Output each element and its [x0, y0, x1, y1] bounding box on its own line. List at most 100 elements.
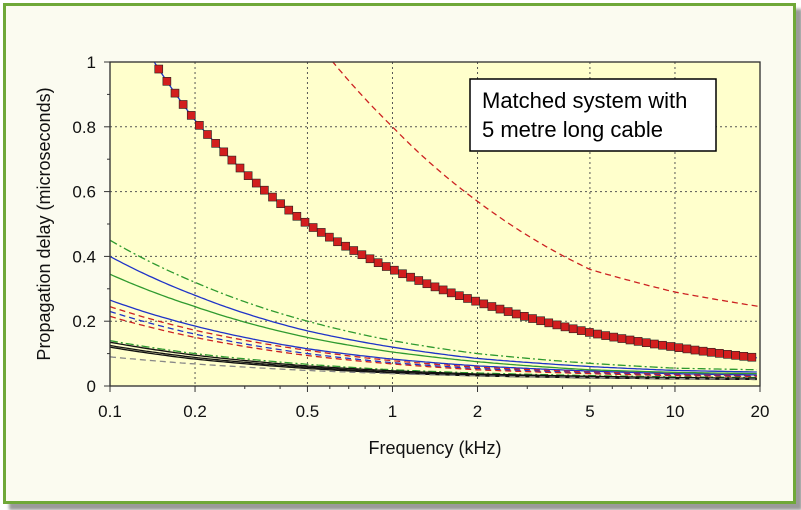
annotation-line-1: Matched system with — [482, 88, 687, 113]
series-line-1 — [332, 62, 758, 307]
data-marker — [276, 199, 285, 209]
data-marker — [731, 351, 740, 360]
data-marker — [325, 232, 334, 242]
data-marker — [658, 340, 667, 350]
data-marker — [479, 299, 489, 309]
data-marker — [690, 345, 700, 355]
data-marker — [568, 324, 578, 334]
data-marker — [520, 312, 529, 321]
x-tick-label: 0.1 — [98, 402, 122, 421]
data-marker — [268, 192, 277, 202]
y-tick-label: 0.6 — [72, 183, 96, 202]
data-marker — [544, 318, 554, 328]
y-axis-label: Propagation delay (microseconds) — [34, 87, 54, 360]
y-tick-label: 0 — [87, 377, 96, 396]
data-marker — [698, 346, 708, 356]
data-marker — [625, 335, 635, 345]
y-tick-label: 1 — [87, 53, 96, 72]
series-group — [110, 62, 758, 381]
data-marker — [227, 155, 237, 165]
data-marker — [235, 163, 245, 173]
data-marker — [333, 237, 342, 247]
series-line-3 — [110, 255, 757, 373]
data-marker — [243, 171, 253, 180]
x-tick-label: 20 — [751, 402, 770, 421]
series-line-4 — [110, 273, 757, 375]
data-marker — [723, 350, 732, 359]
data-marker — [487, 302, 497, 311]
x-tick-label: 10 — [666, 402, 685, 421]
x-tick-label: 0.2 — [183, 402, 207, 421]
data-marker — [601, 331, 610, 340]
data-marker — [414, 276, 424, 285]
data-marker — [739, 352, 749, 361]
data-marker — [406, 272, 415, 282]
data-marker — [162, 77, 172, 86]
data-marker — [511, 309, 521, 319]
marker-group — [154, 64, 757, 362]
y-tick-label: 0.8 — [72, 118, 96, 137]
y-tick-label: 0.2 — [72, 312, 96, 331]
data-marker — [674, 343, 684, 352]
data-marker — [609, 332, 619, 342]
data-marker — [381, 262, 391, 271]
data-marker — [170, 88, 180, 98]
data-marker — [715, 349, 724, 358]
plot-border — [109, 61, 761, 387]
data-marker — [471, 296, 480, 306]
data-marker — [682, 344, 692, 354]
data-marker — [357, 250, 367, 260]
data-marker — [422, 279, 432, 289]
data-marker — [260, 185, 269, 195]
data-marker — [430, 282, 440, 292]
data-marker — [308, 223, 318, 232]
data-marker — [284, 205, 294, 215]
x-axis-label: Frequency (kHz) — [368, 438, 501, 458]
series-line-10 — [110, 341, 757, 379]
data-marker — [536, 316, 545, 326]
series-line-13 — [110, 356, 757, 380]
data-marker — [666, 342, 675, 351]
data-marker — [650, 339, 659, 349]
data-marker — [154, 64, 164, 74]
data-marker — [373, 258, 383, 268]
data-marker — [390, 265, 399, 275]
data-marker — [365, 254, 375, 264]
data-marker — [706, 347, 716, 357]
x-tick-label: 0.5 — [296, 402, 320, 421]
data-marker — [617, 334, 627, 343]
data-marker — [438, 285, 448, 295]
data-marker — [503, 307, 513, 316]
data-marker — [178, 100, 188, 109]
data-marker — [195, 121, 204, 130]
data-marker — [446, 288, 456, 298]
data-marker — [495, 304, 505, 314]
data-marker — [455, 291, 464, 301]
data-marker — [186, 111, 196, 120]
series-line-7 — [110, 310, 757, 377]
data-marker — [633, 337, 643, 346]
series-line-5 — [110, 299, 757, 376]
data-marker — [341, 241, 350, 251]
data-marker — [576, 326, 586, 335]
data-marker — [316, 228, 326, 237]
data-marker — [560, 322, 570, 332]
data-marker — [528, 314, 537, 323]
y-tick-label: 0.4 — [72, 247, 96, 266]
data-marker — [585, 328, 594, 337]
data-marker — [219, 147, 229, 157]
series-line-8 — [110, 315, 757, 378]
data-marker — [641, 338, 651, 348]
data-marker — [292, 211, 302, 221]
series-line-2 — [110, 239, 757, 371]
x-tick-label: 5 — [585, 402, 594, 421]
data-marker — [300, 217, 310, 227]
data-marker — [398, 269, 407, 279]
series-line-6 — [110, 305, 757, 377]
grid — [110, 62, 760, 386]
data-marker — [203, 130, 212, 139]
series-line-11 — [110, 344, 757, 380]
data-marker — [251, 178, 261, 188]
data-marker — [463, 294, 472, 303]
